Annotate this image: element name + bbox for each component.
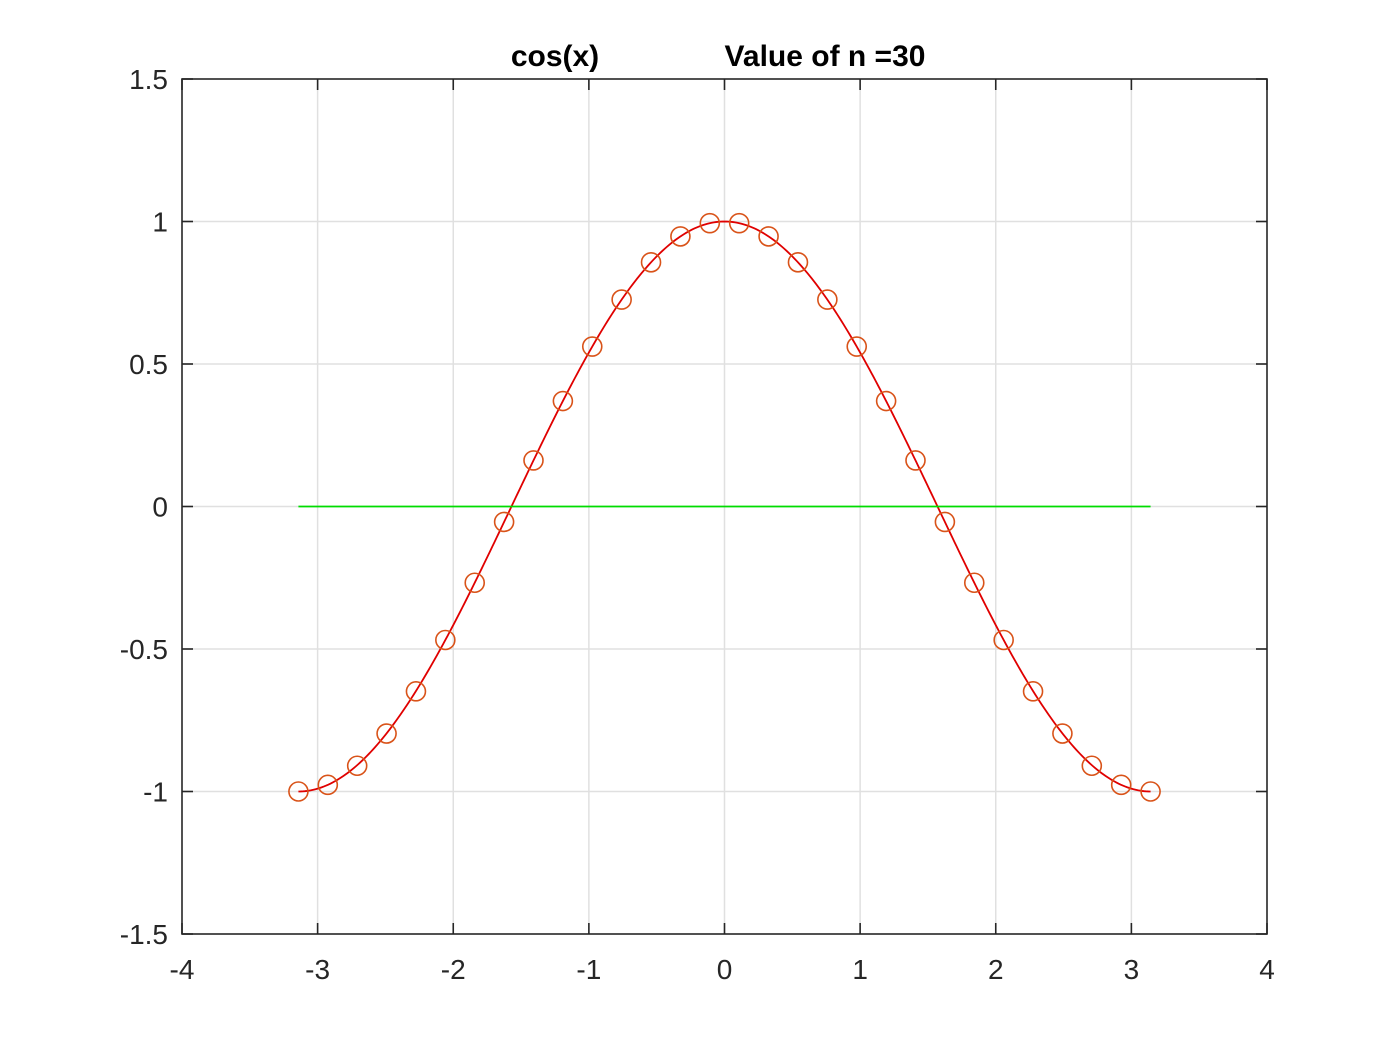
x-tick-label: -1 (576, 954, 601, 985)
x-tick-label: -4 (170, 954, 195, 985)
sample-point-marker (1140, 781, 1161, 802)
sample-point-marker (993, 629, 1014, 651)
sample-point-marker (758, 226, 779, 247)
y-tick-label: 1.5 (129, 64, 168, 95)
sample-point-marker (464, 572, 486, 594)
sample-point-marker (1022, 681, 1044, 702)
sample-point-marker (288, 781, 309, 802)
x-tick-label: 2 (988, 954, 1004, 985)
sample-point-marker (317, 774, 339, 796)
sample-point-marker (1052, 723, 1073, 744)
sample-point-marker (611, 289, 632, 310)
y-tick-label: -1.5 (120, 919, 168, 950)
sample-point-marker (934, 511, 956, 533)
x-tick-label: 0 (717, 954, 733, 985)
sample-point-marker (1110, 774, 1132, 796)
y-tick-label: 0.5 (129, 349, 168, 380)
sample-point-marker (728, 212, 750, 234)
sample-point-marker (376, 723, 397, 744)
sample-point-marker (846, 336, 868, 357)
sample-point-marker (493, 511, 515, 533)
tick-layer: -4 -3 -2 -1 0 1 2 3 4 -1.5 -1 -0.5 0 0.5 1 1.5 (120, 64, 1275, 985)
y-tick-label: 0 (152, 492, 168, 523)
sample-point-marker (963, 572, 985, 594)
chart-title-n-value: Value of n =30 (725, 40, 926, 73)
x-tick-label: 1 (852, 954, 868, 985)
y-tick-label: 1 (152, 207, 168, 238)
y-tick-label: -0.5 (120, 634, 168, 665)
sample-point-marker (581, 336, 603, 357)
y-tick-label: -1 (143, 777, 168, 808)
x-tick-label: 4 (1259, 954, 1275, 985)
sample-point-marker (435, 629, 456, 651)
sample-point-marker (670, 226, 691, 247)
series-layer (288, 212, 1161, 802)
sample-point-marker (875, 390, 897, 412)
sample-point-marker (699, 212, 721, 234)
sample-point-marker (405, 681, 427, 702)
chart-title-function: cos(x) (511, 40, 599, 73)
sample-point-marker (817, 289, 838, 310)
sample-point-marker (552, 390, 574, 412)
sample-point-marker (640, 251, 662, 273)
sample-point-marker (787, 251, 809, 273)
sample-point-marker (523, 450, 544, 471)
sample-point-marker (346, 755, 368, 777)
sample-point-marker (905, 450, 926, 471)
x-tick-label: -2 (441, 954, 466, 985)
sample-point-marker (1081, 755, 1103, 777)
x-tick-label: 3 (1124, 954, 1140, 985)
x-tick-label: -3 (305, 954, 330, 985)
